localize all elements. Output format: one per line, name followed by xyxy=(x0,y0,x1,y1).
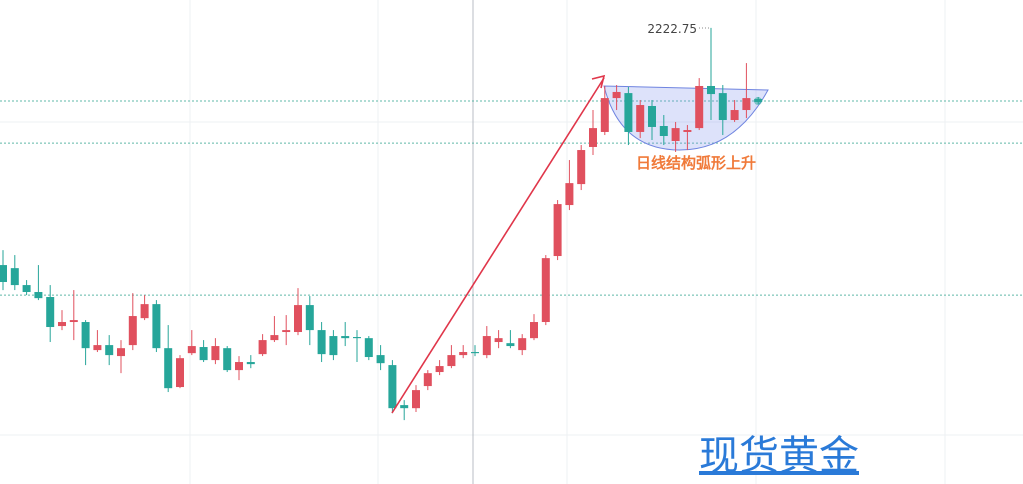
candle-body xyxy=(305,305,314,331)
candle-body xyxy=(353,337,361,339)
candle-body xyxy=(81,322,90,349)
candle-body xyxy=(518,338,527,351)
candle-body xyxy=(364,338,373,358)
candle-body xyxy=(211,346,220,361)
candle-body xyxy=(341,336,350,339)
candle-body xyxy=(707,85,715,95)
candle-body xyxy=(34,292,43,299)
candle-body xyxy=(282,330,291,333)
candle-body xyxy=(388,365,397,409)
watermark: 现货黄金 xyxy=(699,433,859,479)
candle-body xyxy=(471,352,479,354)
candle-body xyxy=(577,150,586,185)
candle-body xyxy=(22,285,31,293)
candle-body xyxy=(412,390,420,409)
candle-body xyxy=(636,105,645,132)
candle-body xyxy=(187,346,196,354)
candle-body xyxy=(494,338,503,343)
candle-body xyxy=(164,348,173,389)
candle-body xyxy=(152,304,161,349)
candle-body xyxy=(140,304,149,319)
high-label: 2222.75 xyxy=(647,22,697,36)
price-marker xyxy=(754,97,762,105)
candle-body xyxy=(671,128,680,142)
candle-body xyxy=(128,316,137,346)
candle-body xyxy=(58,322,66,327)
candle-body xyxy=(600,98,609,132)
candle-body xyxy=(93,345,102,351)
trend-arrow xyxy=(391,77,605,414)
candle-body xyxy=(329,336,338,356)
candle-body xyxy=(648,105,656,127)
candle-body xyxy=(435,366,444,373)
candle-body xyxy=(176,358,184,388)
candle-body xyxy=(423,373,432,387)
candle-body xyxy=(294,305,302,333)
candle-body xyxy=(223,348,232,371)
candle-body xyxy=(612,91,621,99)
candle-body xyxy=(541,258,550,323)
candle-body xyxy=(742,98,751,111)
candle-body xyxy=(199,347,208,361)
candle-body xyxy=(235,362,243,371)
candle-body xyxy=(695,85,704,129)
candle-body xyxy=(683,130,692,132)
candle-body xyxy=(400,405,409,409)
candle-body xyxy=(317,330,326,355)
candle-body xyxy=(459,352,468,356)
candle-body xyxy=(447,355,456,367)
candle-body xyxy=(246,362,255,365)
candle-body xyxy=(553,204,562,257)
candle-body xyxy=(730,110,739,121)
candle-body xyxy=(0,265,7,283)
candle-body xyxy=(565,183,574,206)
candle-body xyxy=(46,297,55,328)
candle-body xyxy=(376,355,385,364)
candle-body xyxy=(105,345,114,356)
arrow-head xyxy=(591,74,606,89)
candle-body xyxy=(624,93,633,132)
candle-body xyxy=(270,335,279,341)
annotation: 日线结构弧形上升 xyxy=(636,154,756,172)
candle-body xyxy=(69,320,78,323)
candle-body xyxy=(718,93,727,121)
candle-body xyxy=(258,340,267,355)
candle-body xyxy=(589,128,597,147)
candle-body xyxy=(506,343,515,347)
arc-pattern xyxy=(603,85,769,151)
candle-body xyxy=(530,322,538,339)
candle-body xyxy=(10,268,19,286)
candle-body xyxy=(117,348,125,357)
candle-body xyxy=(659,126,668,137)
candle-body xyxy=(482,336,491,356)
